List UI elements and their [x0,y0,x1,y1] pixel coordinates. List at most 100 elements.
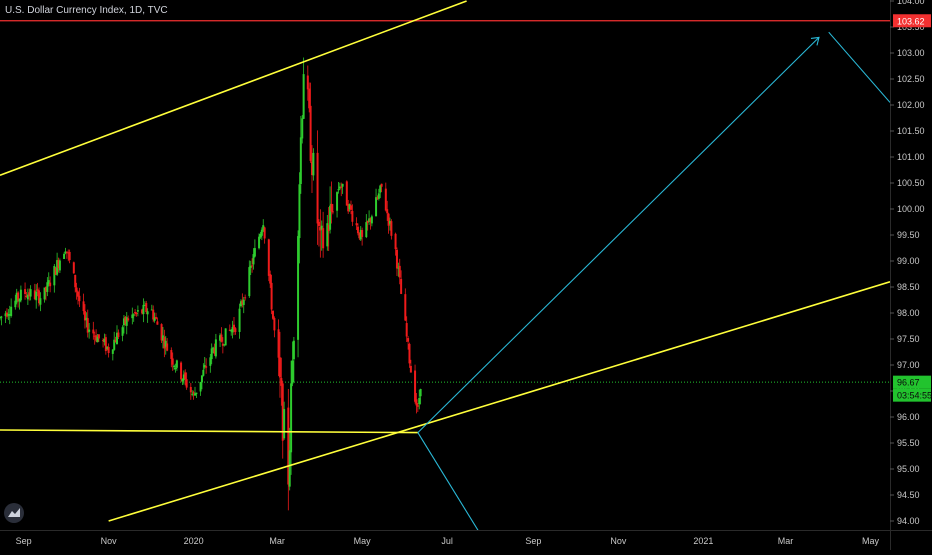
candle-body [330,203,333,212]
price-tick-label: 96.00 [897,412,920,422]
time-tick-label: Sep [16,536,32,546]
candle-body [312,152,315,176]
trendline-projection-up [417,37,820,433]
plot-layer [0,0,890,530]
candle-body [171,358,174,365]
candle-body [19,289,22,301]
candle-body [8,314,11,316]
candle-body [86,318,89,333]
candle-body [17,292,20,301]
candle-body [210,348,213,360]
candle-body [131,314,134,319]
candle-body [309,105,312,161]
candle-body [24,289,27,295]
candle-body [134,311,137,314]
candle-body [416,405,419,407]
candle-body [189,386,192,393]
candle-body [231,327,234,333]
candle-body [260,229,263,236]
candle-body [288,450,291,487]
candle-body [35,291,38,301]
candle-body [407,338,410,342]
candle-body [242,299,245,306]
candle-body [106,346,109,349]
candle-body [230,329,233,332]
candle-body [326,223,329,247]
candle-body [7,314,10,316]
candle-body [209,357,212,366]
candle-body [152,309,155,320]
candle-body [297,236,300,340]
candle-body [83,311,86,321]
candle-body [146,311,149,315]
candle-body [251,265,254,267]
candle-body [290,383,293,453]
candle-body [327,225,330,232]
candle-body [161,335,164,341]
candle-body [115,332,118,345]
countdown-tag: 03:54:55 [897,391,932,401]
candle-body [150,309,153,311]
candle-body [174,367,177,369]
price-tick-label: 95.00 [897,464,920,474]
candle-body [14,300,17,308]
candle-body [252,254,255,265]
candle-body [132,314,135,316]
price-tick-label: 101.50 [897,126,925,136]
candle-body [10,306,13,317]
candle-body [65,251,68,253]
candle-body [163,337,166,349]
candle-body [26,294,29,300]
candle-body [122,318,125,326]
candle-body [121,327,124,336]
candle-body [234,328,237,332]
candle-body [111,349,114,354]
candle-body [29,289,32,297]
candle-body [395,249,398,269]
candle-body [351,211,354,222]
candle-body [384,188,387,211]
candle-body [124,316,127,324]
candle-body [107,346,110,354]
last-price-tag-bg [893,375,931,389]
candle-body [280,378,283,386]
candle-body [191,393,194,395]
candle-body [277,329,280,358]
time-tick-label: Mar [778,536,794,546]
price-tick-label: 98.00 [897,308,920,318]
candle-body [271,310,274,319]
candle-body [135,313,138,315]
price-tick-label: 97.00 [897,360,920,370]
candle-body [96,336,99,343]
candle-body [68,251,71,261]
price-tick-label: 99.00 [897,256,920,266]
price-tick-label: 97.50 [897,334,920,344]
candle-body [15,292,18,303]
candle-body [154,317,157,319]
candle-body [75,287,78,292]
candle-body [221,343,224,346]
time-tick-label: 2020 [184,536,204,546]
candle-body [348,204,351,210]
time-tick-label: Nov [610,536,627,546]
trendline-projection-down-right [828,31,890,103]
candle-body [44,287,47,292]
candle-body [361,230,364,237]
candle-body [114,340,117,343]
candle-body [269,274,272,284]
candle-body [369,218,372,222]
candle-body [356,226,359,234]
candle-body [53,266,56,286]
candle-body [259,233,262,238]
candle-body [33,290,36,300]
candle-body [287,407,290,485]
candle-body [72,262,75,274]
trendline-upper-channel [0,0,467,176]
candle-body [125,317,128,326]
candle-body [377,193,380,199]
tradingview-logo-icon[interactable] [4,503,24,523]
candle-body [320,225,323,230]
candle-body [270,282,273,310]
